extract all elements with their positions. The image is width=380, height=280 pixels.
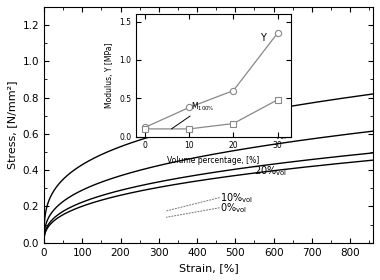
Text: 10%$_\mathregular{vol}$: 10%$_\mathregular{vol}$ — [220, 191, 253, 205]
Text: 20%$_\mathregular{vol}$: 20%$_\mathregular{vol}$ — [255, 164, 288, 178]
Text: 0%$_\mathregular{vol}$: 0%$_\mathregular{vol}$ — [220, 201, 247, 215]
Text: 30%$_\mathregular{vol}$: 30%$_\mathregular{vol}$ — [255, 128, 288, 142]
Y-axis label: Stress, [N/mm²]: Stress, [N/mm²] — [7, 81, 17, 169]
X-axis label: Strain, [%]: Strain, [%] — [179, 263, 238, 273]
